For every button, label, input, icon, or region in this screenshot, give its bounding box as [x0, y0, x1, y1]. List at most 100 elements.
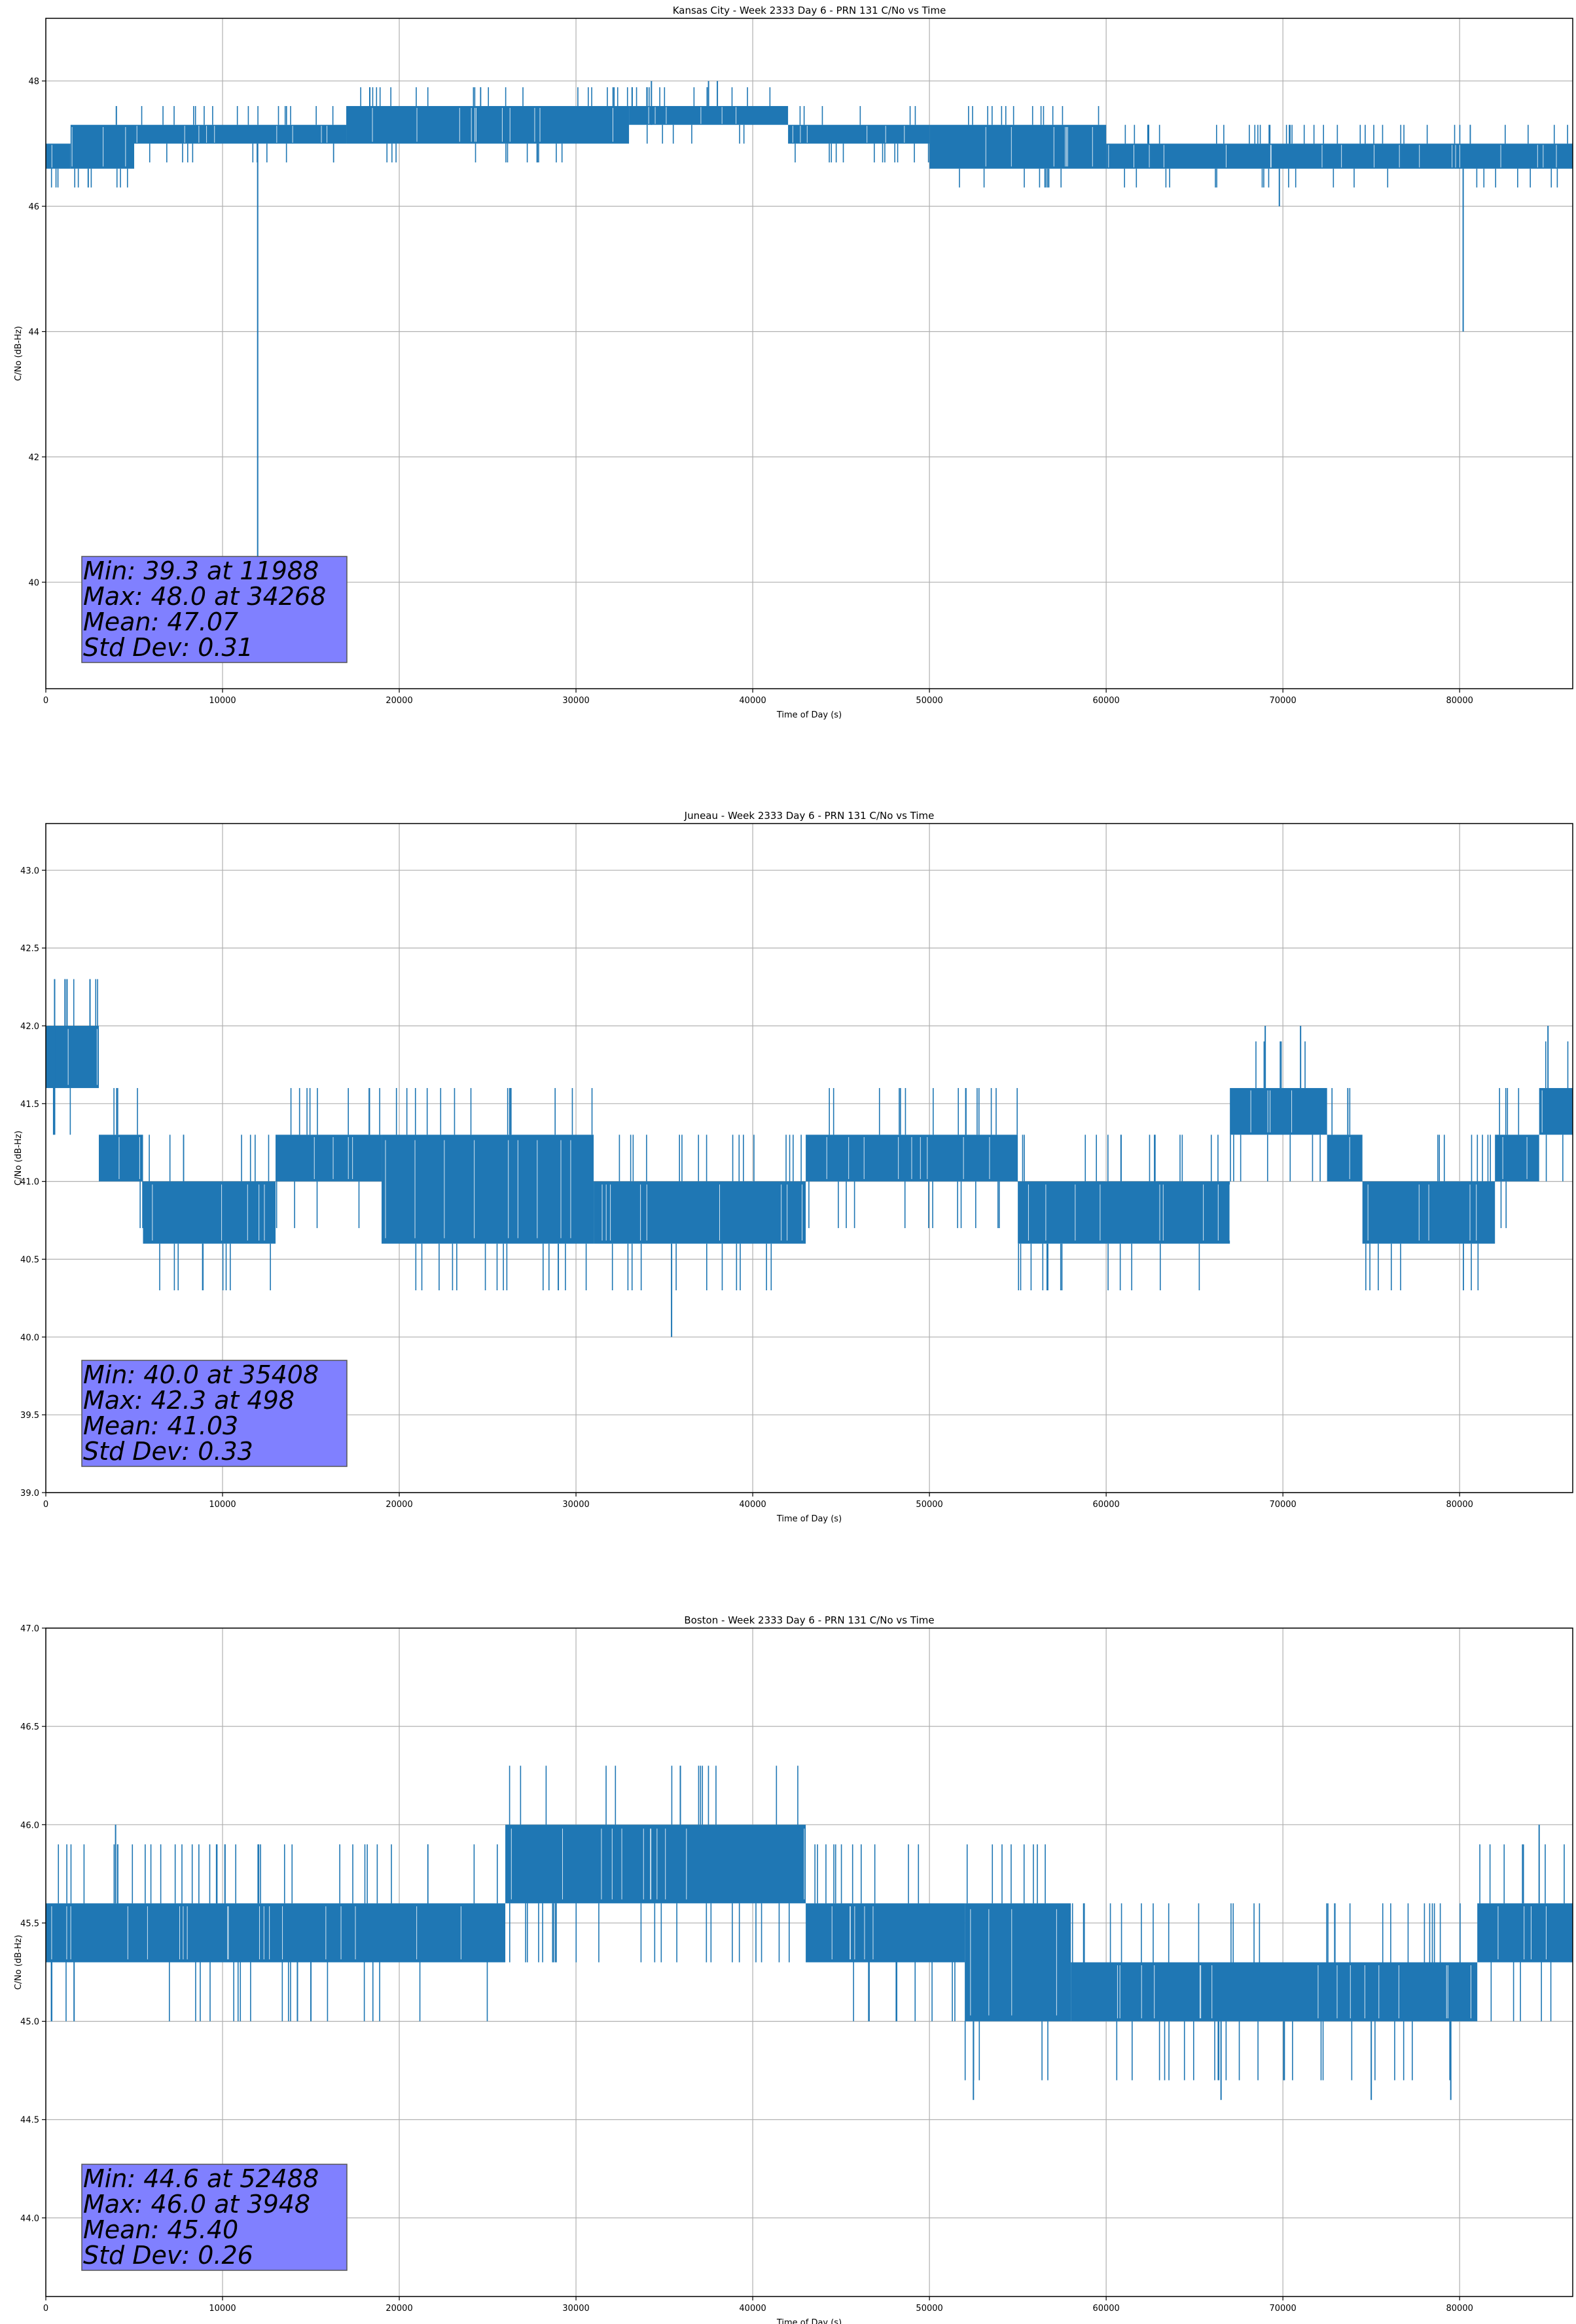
- x-tick-label: 80000: [1446, 2304, 1473, 2314]
- data-band: [276, 1135, 382, 1182]
- x-tick-label: 0: [43, 696, 48, 706]
- stats-min: Min: 44.6 at 52488: [83, 2164, 319, 2193]
- y-axis-label: C/No (dB-Hz): [14, 1131, 24, 1186]
- data-band: [143, 1181, 276, 1244]
- y-tick-label: 40: [28, 578, 39, 588]
- x-tick-label: 40000: [739, 2304, 766, 2314]
- data-band: [1230, 1088, 1327, 1135]
- y-axis-label: C/No (dB-Hz): [14, 326, 24, 381]
- stats-std-dev: Std Dev: 0.26: [83, 2241, 253, 2270]
- y-tick-label: 39.5: [20, 1411, 39, 1421]
- x-tick-label: 40000: [739, 696, 766, 706]
- y-tick-label: 44.5: [20, 2116, 39, 2126]
- chart-kansas-city: 0 10000 20000 30000 40000 50000 60000 70000 8000…: [14, 5, 1573, 720]
- data-band: [1327, 1135, 1363, 1182]
- y-tick-label: 40.0: [20, 1333, 39, 1343]
- y-tick-label: 47.0: [20, 1624, 39, 1634]
- axes-frame: [45, 18, 1573, 689]
- y-tick-label: 48: [28, 77, 39, 87]
- x-tick-label: 60000: [1092, 2304, 1119, 2314]
- x-tick-label: 70000: [1269, 1500, 1296, 1510]
- y-tick-label: 39.0: [20, 1489, 39, 1498]
- x-tick-label: 40000: [739, 1500, 766, 1510]
- x-tick-label: 80000: [1446, 696, 1473, 706]
- y-tick-label: 44.0: [20, 2214, 39, 2224]
- x-tick-label: 70000: [1269, 2304, 1296, 2314]
- data-band: [806, 1903, 965, 1963]
- x-tick-label: 20000: [385, 696, 412, 706]
- x-axis: 0 10000 20000 30000 40000 50000 60000 70000 8000…: [43, 1493, 1473, 1510]
- x-tick-label: 20000: [385, 1500, 412, 1510]
- data-band: [1495, 1135, 1539, 1182]
- data-band: [382, 1135, 594, 1244]
- axes-frame: [45, 823, 1573, 1493]
- data-band: [99, 1135, 143, 1182]
- x-tick-label: 0: [43, 1500, 48, 1510]
- y-tick-label: 40.5: [20, 1255, 39, 1265]
- chart-title: Kansas City - Week 2333 Day 6 - PRN 131 …: [673, 5, 946, 16]
- x-tick-label: 30000: [562, 696, 589, 706]
- y-axis: 44.0 44.5 45.0 45.5 46.0 46.5 47.0: [20, 1624, 46, 2224]
- chart-title: Juneau - Week 2333 Day 6 - PRN 131 C/No …: [684, 810, 935, 822]
- stats-mean: Mean: 45.40: [83, 2215, 238, 2244]
- stats-min: Min: 40.0 at 35408: [83, 1360, 319, 1389]
- y-tick-label: 41.5: [20, 1100, 39, 1110]
- chart-boston: 0 10000 20000 30000 40000 50000 60000 70000 8000…: [14, 1614, 1573, 2324]
- x-tick-label: 30000: [562, 2304, 589, 2314]
- x-tick-label: 60000: [1092, 696, 1119, 706]
- data-band: [46, 1903, 506, 1963]
- x-tick-label: 10000: [209, 696, 236, 706]
- x-tick-label: 20000: [385, 2304, 412, 2314]
- chart-juneau: 0 10000 20000 30000 40000 50000 60000 70000 8000…: [14, 810, 1573, 1524]
- y-axis: 39.0 39.5 40.0 40.5 41.0 41.5 42.0 42.5 43.0: [20, 866, 46, 1498]
- y-tick-label: 42.5: [20, 944, 39, 954]
- data-band: [1477, 1903, 1573, 1963]
- x-tick-label: 0: [43, 2304, 48, 2314]
- x-tick-label: 80000: [1446, 1500, 1473, 1510]
- stats-max: Max: 46.0 at 3948: [83, 2190, 310, 2219]
- x-tick-label: 60000: [1092, 1500, 1119, 1510]
- data-band: [46, 143, 71, 169]
- y-tick-label: 44: [28, 328, 39, 338]
- chart-title: Boston - Week 2333 Day 6 - PRN 131 C/No …: [684, 1614, 934, 1626]
- series-cno: [46, 979, 1573, 1337]
- x-tick-label: 50000: [916, 1500, 942, 1510]
- data-band: [965, 1903, 1071, 2022]
- data-band: [594, 1181, 806, 1244]
- y-tick-label: 42: [28, 453, 39, 463]
- axes-frame: [45, 1627, 1573, 2297]
- y-tick-label: 42.0: [20, 1022, 39, 1032]
- data-band: [929, 124, 1107, 169]
- x-axis: 0 10000 20000 30000 40000 50000 60000 70000 8000…: [43, 689, 1473, 706]
- data-band: [505, 1825, 806, 1904]
- x-tick-label: 10000: [209, 1500, 236, 1510]
- data-band: [134, 124, 347, 144]
- data-band: [629, 105, 789, 125]
- series-cno: [46, 81, 1573, 626]
- stats-max: Max: 48.0 at 34268: [83, 582, 326, 611]
- y-axis-label: C/No (dB-Hz): [14, 1935, 24, 1990]
- stats-min: Min: 39.3 at 11988: [83, 556, 319, 585]
- stats-mean: Mean: 47.07: [83, 608, 238, 636]
- data-band: [1018, 1181, 1230, 1244]
- y-tick-label: 41.0: [20, 1178, 39, 1188]
- x-tick-label: 10000: [209, 2304, 236, 2314]
- y-tick-label: 45.5: [20, 1919, 39, 1929]
- x-tick-label: 50000: [916, 696, 942, 706]
- x-axis-label: Time of Day (s): [776, 2318, 842, 2324]
- x-axis-label: Time of Day (s): [776, 710, 842, 720]
- y-axis: 40 42 44 46 48: [28, 77, 46, 588]
- y-tick-label: 46.0: [20, 1821, 39, 1830]
- stats-box-background: [81, 2164, 348, 2271]
- data-band: [46, 1025, 99, 1089]
- data-band: [346, 105, 630, 144]
- x-axis-label: Time of Day (s): [776, 1514, 842, 1524]
- x-axis: 0 10000 20000 30000 40000 50000 60000 70000 8000…: [43, 2297, 1473, 2314]
- y-tick-label: 46.5: [20, 1722, 39, 1732]
- data-band: [1539, 1088, 1573, 1135]
- stats-mean: Mean: 41.03: [83, 1411, 238, 1440]
- stats-box-background: [81, 556, 348, 663]
